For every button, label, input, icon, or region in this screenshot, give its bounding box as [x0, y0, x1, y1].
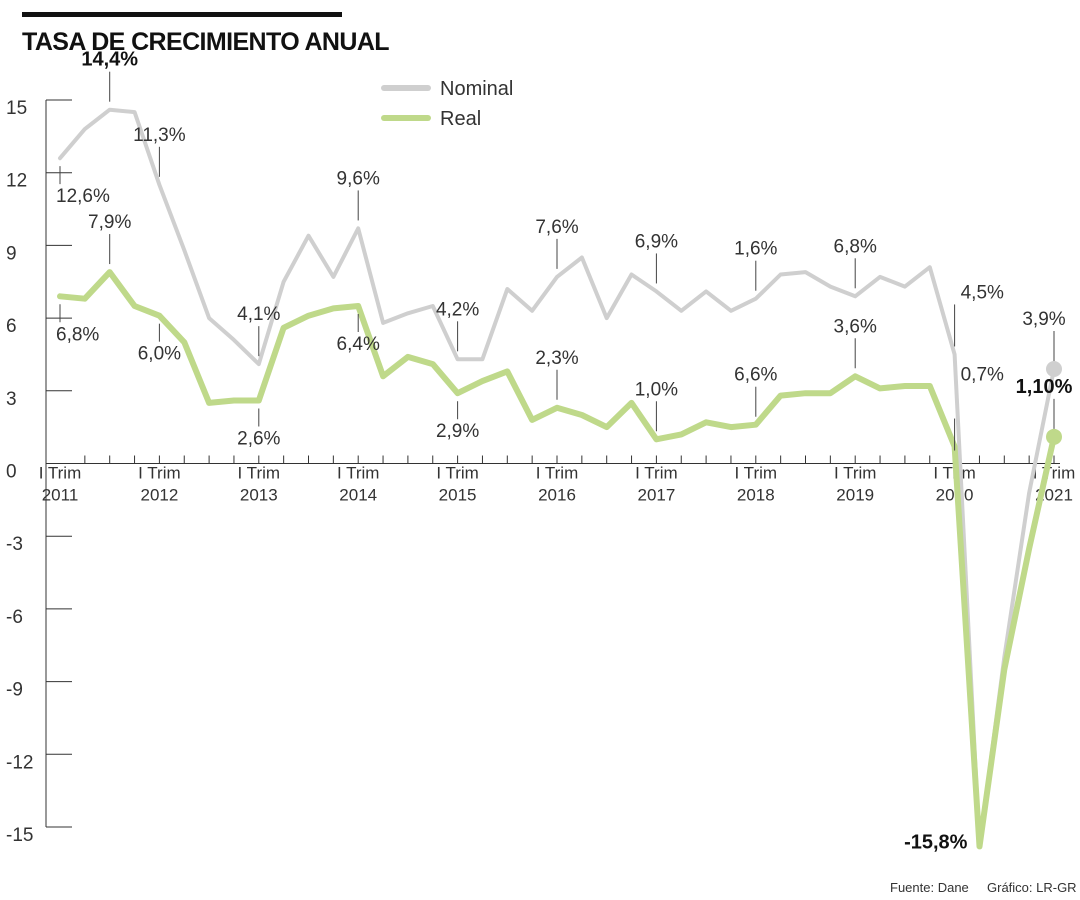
- annotation-label: 6,9%: [635, 231, 678, 252]
- annotation-label: 1,10%: [1016, 376, 1073, 398]
- series-line-nominal: [58, 107, 1056, 849]
- annotation-label: 12,6%: [56, 186, 110, 207]
- x-tick-label-quarter: I Trim: [436, 464, 479, 483]
- annotation-label: 4,1%: [237, 304, 280, 325]
- y-tick-label: 6: [6, 316, 17, 337]
- y-tick-label: 3: [6, 389, 17, 410]
- annotation-label: 6,8%: [834, 236, 877, 257]
- annotation-label: 2,9%: [436, 421, 479, 442]
- annotation-label: -15,8%: [904, 831, 968, 853]
- end-point-nominal: [1046, 360, 1062, 377]
- legend: Nominal Real: [381, 78, 513, 130]
- series-line-real: [57, 269, 1057, 850]
- y-tick-label: -6: [6, 607, 23, 628]
- annotation-label: 3,9%: [1022, 309, 1065, 330]
- x-tick-label-year: 2013: [240, 486, 278, 505]
- annotation-label: 14,4%: [81, 49, 138, 71]
- annotation-label: 4,2%: [436, 299, 479, 320]
- legend-label-real: Real: [440, 108, 481, 130]
- y-tick-label: -3: [6, 534, 23, 555]
- x-tick-label-year: 2019: [836, 486, 874, 505]
- x-tick-label-year: 2011: [42, 486, 79, 505]
- y-tick-label: 12: [6, 171, 27, 192]
- end-point-real: [1046, 428, 1062, 445]
- x-tick-label-year: 2020: [936, 486, 974, 505]
- x-tick-label-quarter: I Trim: [635, 464, 678, 483]
- annotation-label: 7,6%: [535, 217, 578, 238]
- x-tick-label-quarter: I Trim: [337, 464, 380, 483]
- y-axis: 15 12 9 6 3 0 -3 -6 -9 -12 -15: [6, 98, 72, 846]
- x-tick-label-quarter: I Trim: [536, 464, 579, 483]
- x-tick-label-quarter: I Trim: [138, 464, 181, 483]
- annotation-label: 1,0%: [635, 379, 678, 400]
- y-tick-label: -15: [6, 825, 33, 846]
- x-tick-label-year: 2017: [637, 486, 675, 505]
- annotation-label: 6,8%: [56, 324, 99, 345]
- source-label: Fuente: Dane: [890, 880, 969, 895]
- x-tick-label-year: 2015: [439, 486, 477, 505]
- series-lines: [57, 107, 1062, 850]
- annotation-label: 1,6%: [734, 239, 777, 260]
- x-tick-label-year: 2012: [140, 486, 178, 505]
- annotation-label: 2,3%: [535, 348, 578, 369]
- y-tick-label: 0: [6, 462, 17, 483]
- chart-title: TASA DE CRECIMIENTO ANUAL: [22, 28, 390, 56]
- x-tick-label-quarter: I Trim: [1033, 464, 1076, 483]
- annotation-label: 6,6%: [734, 365, 777, 386]
- y-tick-label: 15: [6, 98, 27, 119]
- y-tick-label: -9: [6, 680, 23, 701]
- annotation-label: 3,6%: [834, 316, 877, 337]
- annotation-label: 4,5%: [961, 282, 1004, 303]
- title-rule: [22, 12, 342, 17]
- annotation-label: 9,6%: [337, 168, 380, 189]
- y-tick-label: -12: [6, 752, 33, 773]
- y-tick-label: 9: [6, 243, 17, 264]
- x-tick-label-quarter: I Trim: [735, 464, 778, 483]
- x-tick-label-quarter: I Trim: [834, 464, 877, 483]
- credit-label: Gráfico: LR-GR: [987, 880, 1077, 895]
- x-tick-label-quarter: I Trim: [39, 464, 82, 483]
- annotations: 12,6% 14,4% 11,3% 4,1% 9,6% 4,2% 7,6% 6,9% 1,6% 6…: [56, 49, 1073, 854]
- x-tick-label-quarter: I Trim: [238, 464, 281, 483]
- x-axis: I Trim 2011 I Trim 2012 I Trim 2013 I Trim 2014…: [39, 455, 1076, 505]
- legend-label-nominal: Nominal: [440, 78, 513, 100]
- x-tick-label-year: 2016: [538, 486, 576, 505]
- x-tick-label-year: 2014: [339, 486, 377, 505]
- annotation-label: 11,3%: [133, 125, 186, 146]
- annotation-label: 6,0%: [138, 344, 181, 365]
- annotation-label: 6,4%: [337, 334, 380, 355]
- annotation-label: 0,7%: [961, 365, 1004, 386]
- x-tick-label-year: 2018: [737, 486, 775, 505]
- annotation-label: 2,6%: [237, 428, 280, 449]
- annotation-label: 7,9%: [88, 212, 131, 233]
